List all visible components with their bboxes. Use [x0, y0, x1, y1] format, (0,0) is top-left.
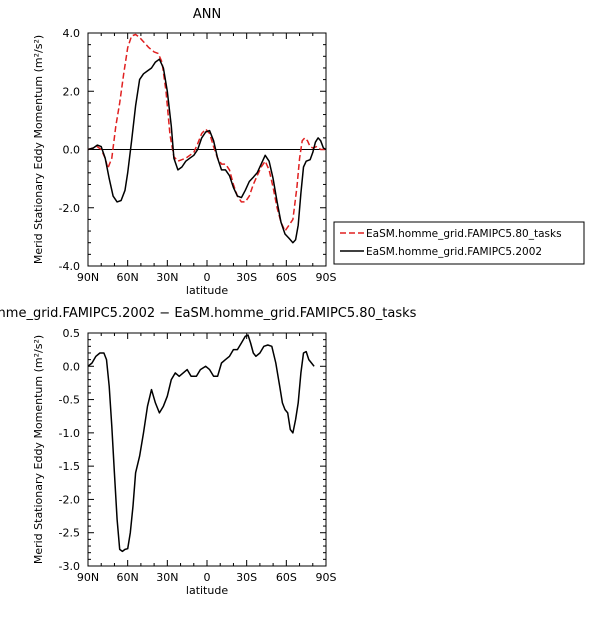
panel-1-xtick-label: 90S — [316, 571, 337, 584]
panel-1-ytick-label: 0.0 — [63, 360, 81, 373]
panel-0-xtick-label: 30N — [156, 271, 178, 284]
panel-1-ytick-label: -3.0 — [59, 560, 80, 573]
panel-1-ytick-label: -0.5 — [59, 394, 80, 407]
panel-0-ytick-label: -2.0 — [59, 202, 80, 215]
panel-0-ytick-label: -4.0 — [59, 260, 80, 273]
panel-1-title: nme_grid.FAMIPC5.2002 − EaSM.homme_grid.… — [0, 306, 417, 321]
panel-1-ytick-label: -1.0 — [59, 427, 80, 440]
legend-label-1: EaSM.homme_grid.FAMIPC5.2002 — [366, 246, 542, 258]
panel-0-series-1-line — [87, 58, 327, 244]
panel-1-ytick-label: -1.5 — [59, 460, 80, 473]
panel-1-ytick-label: -2.5 — [59, 527, 80, 540]
panel-0-title: ANN — [193, 7, 221, 22]
panel-1-x-axis-label: latitude — [186, 584, 228, 597]
panel-0-xtick-label: 60S — [276, 271, 297, 284]
panel-1-ytick-label: -2.0 — [59, 493, 80, 506]
panel-0-xtick-label: 60N — [117, 271, 139, 284]
legend-label-0: EaSM.homme_grid.FAMIPC5.80_tasks — [366, 228, 562, 240]
panel-0-xtick-label: 30S — [236, 271, 257, 284]
panel-1-xtick-label: 30S — [236, 571, 257, 584]
panel-1-y-axis-label: Merid Stationary Eddy Momentum (m²/s²) — [32, 335, 45, 564]
panel-1-xtick-label: 60N — [117, 571, 139, 584]
panel-0-ytick-label: 2.0 — [63, 85, 81, 98]
panel-1-xtick-label: 0 — [204, 571, 211, 584]
panel-0-y-axis-label: Merid Stationary Eddy Momentum (m²/s²) — [32, 35, 45, 264]
panel-0-xtick-label: 90S — [316, 271, 337, 284]
panel-0-ytick-label: 4.0 — [63, 27, 81, 40]
panel-0-x-axis-label: latitude — [186, 284, 228, 297]
panel-0-ytick-label: 0.0 — [63, 144, 81, 157]
legend-box — [333, 221, 585, 265]
panel-1-ytick-label: 0.5 — [63, 327, 81, 340]
panel-1-xtick-label: 90N — [77, 571, 99, 584]
panel-0-series-0-line — [87, 33, 326, 232]
panel-0-xtick-label: 0 — [204, 271, 211, 284]
panel-1-xtick-label: 30N — [156, 571, 178, 584]
panel-1-xtick-label: 60S — [276, 571, 297, 584]
panel-1-series-0-line — [87, 334, 315, 553]
panel-0-xtick-label: 90N — [77, 271, 99, 284]
